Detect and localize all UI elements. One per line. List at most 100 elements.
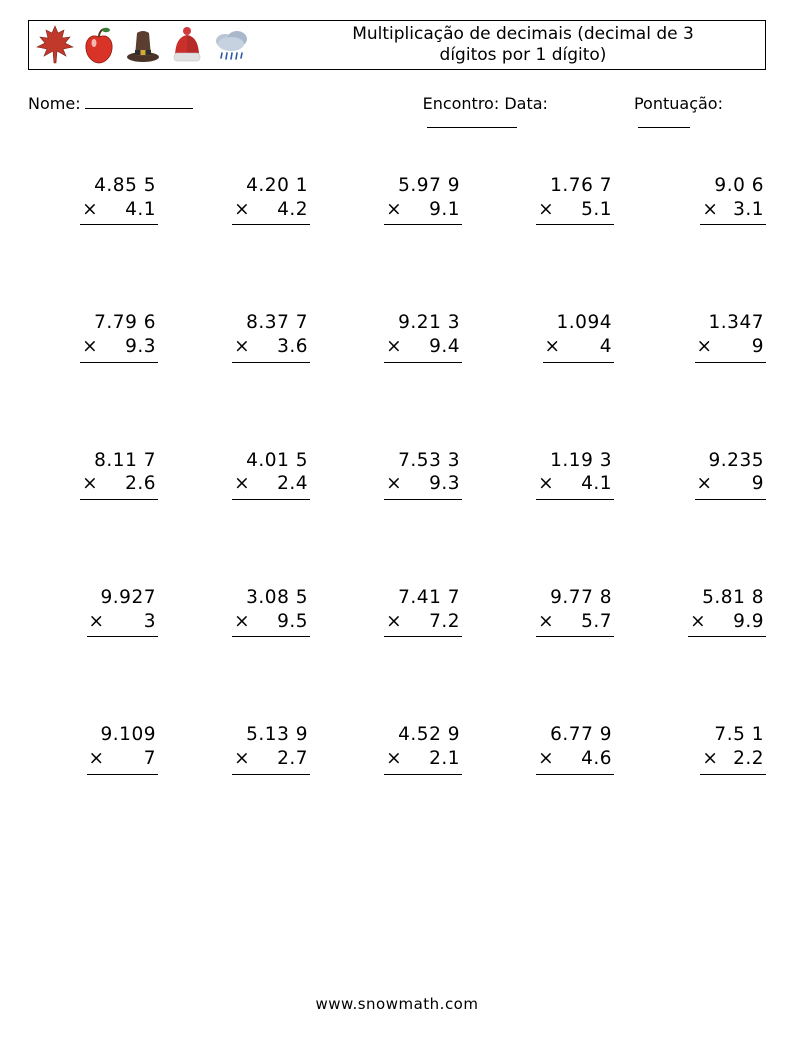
problem-24: 6.77 9×4.6 <box>484 723 614 774</box>
multiplier: 9.3 <box>125 335 156 359</box>
problem-17: 3.08 5×9.5 <box>180 586 310 637</box>
multiplicand: 9.235 <box>695 449 766 473</box>
times-symbol: × <box>700 198 726 222</box>
multiplicand: 8.11 7 <box>80 449 158 473</box>
multiplier-row: ×3 <box>87 610 158 638</box>
multiplier-row: ×4 <box>543 335 614 363</box>
maple-leaf-icon <box>35 23 75 67</box>
problem-5: 9.0 6× 3.1 <box>636 174 766 225</box>
encontro-label: Encontro: Data: <box>423 94 548 113</box>
times-symbol: × <box>536 198 562 222</box>
problem-9: 1.094×4 <box>484 311 614 362</box>
multiplicand: 5.13 9 <box>232 723 310 747</box>
multiplier: 3 <box>144 610 156 634</box>
problem-13: 7.53 3×9.3 <box>332 449 462 500</box>
multiplier: 9.3 <box>429 472 460 496</box>
multiplier-row: ×7 <box>87 747 158 775</box>
multiplier-row: ×4.6 <box>536 747 614 775</box>
multiplicand: 8.37 7 <box>232 311 310 335</box>
multiplier-row: × 9.9 <box>688 610 766 638</box>
problem-16: 9.927×3 <box>28 586 158 637</box>
multiplier: 2.4 <box>277 472 308 496</box>
multiplier-row: ×4.1 <box>536 472 614 500</box>
title-line-2: dígitos por 1 dígito) <box>440 45 607 65</box>
multiplicand: 9.927 <box>87 586 158 610</box>
multiplier: 9 <box>752 472 764 496</box>
multiplier: 2.2 <box>733 747 764 771</box>
multiplicand: 7.79 6 <box>80 311 158 335</box>
problem-20: 5.81 8× 9.9 <box>636 586 766 637</box>
times-symbol: × <box>232 472 258 496</box>
multiplier: 3.1 <box>733 198 764 222</box>
problem-2: 4.20 1× 4.2 <box>180 174 310 225</box>
fields-row: Nome: Encontro: Data: Pontuação: <box>28 94 766 132</box>
multiplier: 9.5 <box>277 610 308 634</box>
pontuacao-blank[interactable] <box>638 113 690 128</box>
multiplier-row: ×9 <box>695 472 766 500</box>
multiplicand: 7.41 7 <box>384 586 462 610</box>
problem-8: 9.21 3×9.4 <box>332 311 462 362</box>
data-blank[interactable] <box>427 113 517 128</box>
multiplicand: 6.77 9 <box>536 723 614 747</box>
times-symbol: × <box>232 335 258 359</box>
times-symbol: × <box>543 335 569 359</box>
problem-7: 8.37 7× 3.6 <box>180 311 310 362</box>
multiplier-row: ×9.4 <box>384 335 462 363</box>
multiplier: 7.2 <box>429 610 460 634</box>
times-symbol: × <box>232 610 258 634</box>
times-symbol: × <box>87 747 113 771</box>
multiplier: 5.7 <box>581 610 612 634</box>
multiplicand: 4.20 1 <box>232 174 310 198</box>
multiplicand: 9.77 8 <box>536 586 614 610</box>
times-symbol: × <box>80 198 106 222</box>
times-symbol: × <box>700 747 726 771</box>
multiplier-row: ×4.1 <box>80 198 158 226</box>
nome-blank[interactable] <box>85 94 193 109</box>
multiplicand: 7.5 1 <box>700 723 766 747</box>
multiplier: 2.7 <box>277 747 308 771</box>
header-icons <box>35 23 251 67</box>
times-symbol: × <box>536 747 562 771</box>
multiplier-row: ×2.7 <box>232 747 310 775</box>
multiplicand: 9.0 6 <box>700 174 766 198</box>
title-line-1: Multiplicação de decimais (decimal de 3 <box>352 24 694 44</box>
multiplicand: 4.85 5 <box>80 174 158 198</box>
multiplier-row: ×5.7 <box>536 610 614 638</box>
multiplicand: 5.81 8 <box>688 586 766 610</box>
problem-21: 9.109×7 <box>28 723 158 774</box>
nome-label: Nome: <box>28 94 81 113</box>
rain-cloud-icon <box>211 23 251 67</box>
times-symbol: × <box>232 198 258 222</box>
multiplier: 9.9 <box>733 610 764 634</box>
problem-22: 5.13 9×2.7 <box>180 723 310 774</box>
multiplier-row: × 2.4 <box>232 472 310 500</box>
multiplier-row: ×9.3 <box>384 472 462 500</box>
times-symbol: × <box>80 335 106 359</box>
multiplicand: 5.97 9 <box>384 174 462 198</box>
pontuacao-label: Pontuação: <box>634 94 723 113</box>
multiplier-row: ×2.1 <box>384 747 462 775</box>
problem-11: 8.11 7×2.6 <box>28 449 158 500</box>
multiplicand: 9.109 <box>87 723 158 747</box>
multiplier: 7 <box>144 747 156 771</box>
multiplier-row: ×5.1 <box>536 198 614 226</box>
multiplier-row: ×9 <box>695 335 766 363</box>
multiplicand: 1.19 3 <box>536 449 614 473</box>
multiplier: 9.1 <box>429 198 460 222</box>
worksheet-title: Multiplicação de decimais (decimal de 3 … <box>251 24 759 67</box>
problem-19: 9.77 8×5.7 <box>484 586 614 637</box>
problem-25: 7.5 1× 2.2 <box>636 723 766 774</box>
multiplier-row: × 9.5 <box>232 610 310 638</box>
multiplicand: 9.21 3 <box>384 311 462 335</box>
times-symbol: × <box>688 610 714 634</box>
problem-4: 1.76 7×5.1 <box>484 174 614 225</box>
apple-icon <box>79 23 119 67</box>
multiplicand: 1.347 <box>695 311 766 335</box>
times-symbol: × <box>536 472 562 496</box>
problem-12: 4.01 5×2.4 <box>180 449 310 500</box>
multiplier-row: × 2.2 <box>700 747 766 775</box>
multiplier: 4.2 <box>277 198 308 222</box>
multiplier: 4 <box>600 335 612 359</box>
multiplicand: 7.53 3 <box>384 449 462 473</box>
multiplier: 3.6 <box>277 335 308 359</box>
